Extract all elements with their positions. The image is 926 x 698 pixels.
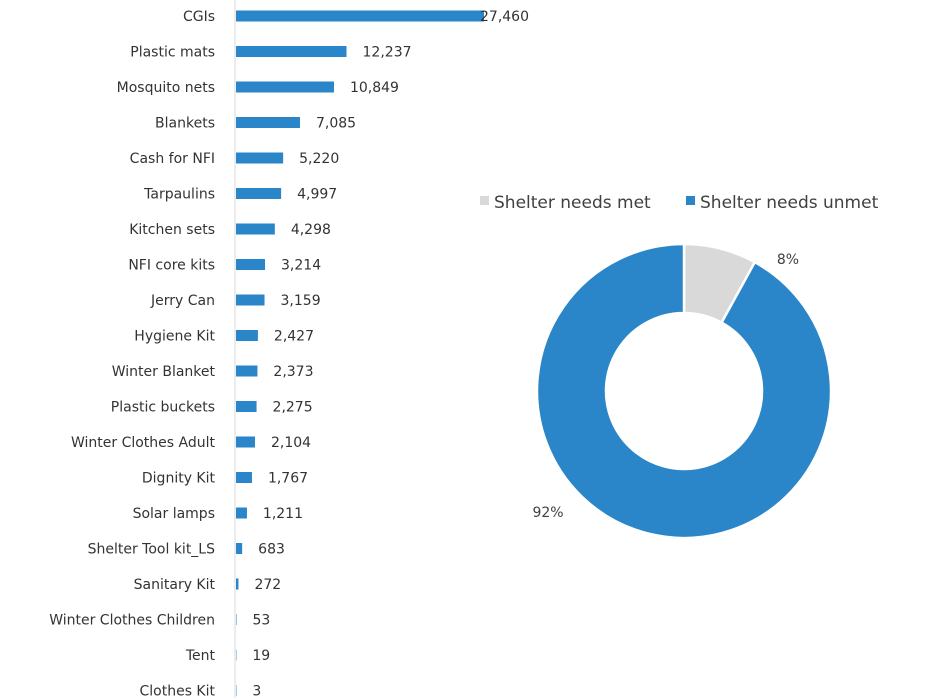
bar <box>236 223 275 235</box>
legend-swatch <box>480 196 489 205</box>
category-label: Cash for NFI <box>130 151 215 167</box>
category-label: Winter Blanket <box>112 364 216 380</box>
bar <box>236 46 347 57</box>
bar-value-label: 3,159 <box>281 293 321 309</box>
bar-value-label: 12,237 <box>363 45 412 61</box>
bar <box>236 330 258 341</box>
bar-value-label: 1,767 <box>268 471 308 487</box>
category-label: Tarpaulins <box>143 187 215 203</box>
bar <box>236 10 484 22</box>
bar <box>236 578 239 590</box>
slice-percent-label: 92% <box>532 505 563 521</box>
slice-percent-label: 8% <box>777 252 799 268</box>
category-label: Solar lamps <box>133 506 215 522</box>
bar-value-label: 5,220 <box>299 151 339 167</box>
category-label: Tent <box>185 648 216 664</box>
bar-value-label: 27,460 <box>480 9 529 25</box>
bar <box>236 259 266 270</box>
category-label: Winter Clothes Children <box>49 613 215 629</box>
bar <box>236 152 284 164</box>
bar <box>236 117 300 128</box>
bar-value-label: 10,849 <box>350 80 399 96</box>
category-label: Clothes Kit <box>139 684 215 698</box>
bar <box>236 294 265 306</box>
bar <box>236 365 258 377</box>
category-label: Jerry Can <box>150 293 215 309</box>
bar <box>236 188 282 199</box>
bar <box>236 436 256 448</box>
donut-legend: Shelter needs met Shelter needs unmet <box>480 193 879 213</box>
bar-value-label: 19 <box>252 648 270 664</box>
category-label: Plastic mats <box>130 45 215 61</box>
bar-value-label: 7,085 <box>316 116 356 132</box>
legend-swatch <box>686 196 695 205</box>
category-label: Hygiene Kit <box>134 329 215 345</box>
legend-label: Shelter needs met <box>494 193 651 213</box>
bar-value-label: 1,211 <box>263 506 303 522</box>
bar-chart: CGIs 27,460 Plastic mats 12,237 Mosquito net… <box>49 0 529 698</box>
donut-chart: 8% 92% <box>532 242 833 540</box>
bar-value-label: 2,275 <box>273 400 313 416</box>
bar-value-label: 2,427 <box>274 329 314 345</box>
category-label: Sanitary Kit <box>134 577 216 593</box>
category-label: Kitchen sets <box>129 222 215 238</box>
bar-value-label: 2,373 <box>273 364 313 380</box>
donut-slice <box>535 242 833 540</box>
bar <box>236 472 252 483</box>
bar <box>236 543 243 554</box>
category-label: CGIs <box>183 9 215 25</box>
category-label: Winter Clothes Adult <box>71 435 216 451</box>
bar-value-label: 3,214 <box>281 258 321 274</box>
bar <box>236 81 334 93</box>
category-label: NFI core kits <box>128 258 215 274</box>
bar-value-label: 2,104 <box>271 435 311 451</box>
bar-value-label: 272 <box>254 577 281 593</box>
category-label: Plastic buckets <box>111 400 215 416</box>
bar-value-label: 53 <box>252 613 270 629</box>
category-label: Dignity Kit <box>142 471 216 487</box>
bar-value-label: 4,298 <box>291 222 331 238</box>
legend-label: Shelter needs unmet <box>700 193 879 213</box>
bar <box>236 401 257 412</box>
bar-value-label: 4,997 <box>297 187 337 203</box>
bar-value-label: 683 <box>258 542 285 558</box>
category-label: Mosquito nets <box>117 80 215 96</box>
bar-value-label: 3 <box>252 684 261 698</box>
category-label: Shelter Tool kit_LS <box>88 542 216 558</box>
category-label: Blankets <box>155 116 215 132</box>
bar <box>236 507 247 519</box>
